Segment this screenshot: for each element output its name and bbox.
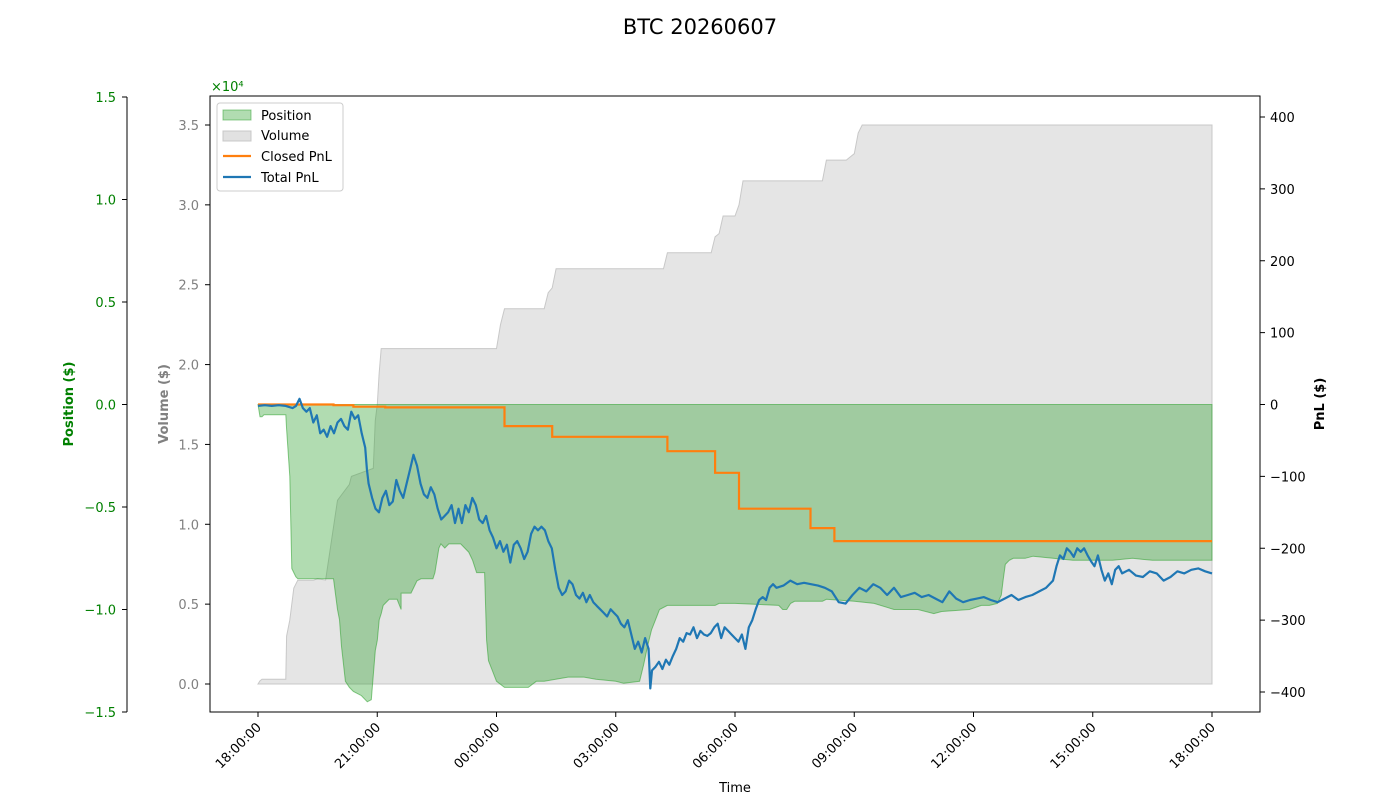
- pnl-tick-label: −400: [1270, 686, 1306, 701]
- pnl-tick-label: 100: [1270, 327, 1295, 342]
- total-pnl-line: [257, 397, 1213, 690]
- legend-volume-label: Volume: [261, 129, 309, 144]
- pnl-tick-label: −300: [1270, 614, 1306, 629]
- volume-axis-label: Volume ($): [157, 364, 172, 444]
- position-axis-label: Position ($): [62, 362, 77, 447]
- pnl-axis: −400 −300 −200 −100 0 100 200 300 400: [1260, 111, 1306, 701]
- closed-pnl-layer: [258, 403, 1212, 543]
- position-tick-label: −0.5: [84, 501, 116, 516]
- legend-position-swatch: [222, 109, 252, 121]
- position-tick-label: 0.0: [95, 399, 116, 414]
- x-axis-label: Time: [718, 781, 751, 796]
- time-tick-label: 15:00:00: [1048, 720, 1100, 772]
- position-scale-label: ×10⁴: [211, 80, 244, 95]
- volume-tick-label: 2.0: [178, 359, 199, 374]
- total-pnl-layer: [257, 397, 1213, 690]
- volume-tick-label: 2.5: [178, 279, 199, 294]
- pnl-tick-label: −200: [1270, 542, 1306, 557]
- time-tick-label: 06:00:00: [690, 720, 742, 772]
- volume-tick-label: 1.0: [178, 518, 199, 533]
- position-tick-label: 0.5: [95, 296, 116, 311]
- legend-volume-swatch: [222, 130, 252, 142]
- position-tick-label: 1.0: [95, 194, 116, 209]
- legend-total-pnl-label: Total PnL: [260, 171, 319, 186]
- pnl-tick-label: 200: [1270, 255, 1295, 270]
- volume-tick-label: 0.0: [178, 678, 199, 693]
- position-tick-label: −1.0: [84, 604, 116, 619]
- volume-tick-label: 3.0: [178, 199, 199, 214]
- time-tick-label: 18:00:00: [213, 720, 265, 772]
- time-tick-label: 12:00:00: [928, 720, 980, 772]
- legend-closed-pnl-label: Closed PnL: [261, 150, 333, 165]
- plot-area: [209, 95, 1261, 713]
- pnl-tick-label: 300: [1270, 183, 1295, 198]
- closed-pnl-line: [258, 403, 1212, 543]
- pnl-axis-label: PnL ($): [1313, 378, 1328, 431]
- pnl-tick-label: 400: [1270, 111, 1295, 126]
- legend: Position Volume Closed PnL Total PnL: [216, 102, 344, 192]
- time-tick-label: 03:00:00: [571, 720, 623, 772]
- legend-position-label: Position: [261, 109, 312, 124]
- position-tick-label: −1.5: [84, 706, 116, 721]
- position-axis: 1.5 1.0 0.5 0.0 −0.5 −1.0 −1.5: [84, 91, 128, 721]
- position-tick-label: 1.5: [95, 91, 116, 106]
- volume-tick-label: 3.5: [178, 119, 199, 134]
- pnl-tick-label: −100: [1270, 470, 1306, 485]
- pnl-tick-label: 0: [1270, 399, 1278, 414]
- time-tick-label: 09:00:00: [809, 720, 861, 772]
- chart-title: BTC 20260607: [623, 15, 777, 39]
- time-tick-label: 18:00:00: [1167, 720, 1219, 772]
- time-axis: 18:00:00 21:00:00 00:00:00 03:00:00 06:00:00…: [213, 712, 1219, 772]
- volume-tick-label: 0.5: [178, 598, 199, 613]
- time-tick-label: 21:00:00: [332, 720, 384, 772]
- legend-box: [216, 102, 344, 192]
- volume-axis: 0.0 0.5 1.0 1.5 2.0 2.5 3.0 3.5: [178, 119, 210, 693]
- time-tick-label: 00:00:00: [451, 720, 503, 772]
- volume-tick-label: 1.5: [178, 438, 199, 453]
